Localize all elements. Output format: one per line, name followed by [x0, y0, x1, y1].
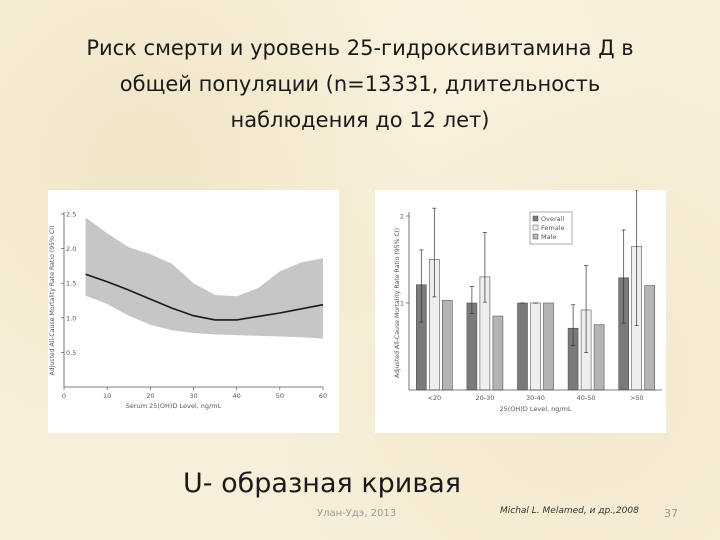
- mortality-curve-chart: 0.5 1.0 1.5 2.0 2.5 0 10 20 30 40 50 60 Serum 25(OH)…: [49, 211, 327, 411]
- confidence-band: [85, 217, 323, 339]
- footer-source: Michal L. Melamed, и др.,2008: [500, 506, 639, 516]
- bar-male: [442, 300, 453, 391]
- bar-overall: [466, 302, 478, 391]
- x-axis-title: 25(OH)D Level, ng/mL: [499, 405, 571, 413]
- x-tick-label: 20: [146, 392, 154, 400]
- legend-label: Overall: [541, 215, 564, 223]
- bar-overall: [517, 302, 528, 391]
- footer-author: Улан-Удэ, 2013: [317, 508, 397, 519]
- x-tick-label: 60: [319, 392, 327, 400]
- x-tick-label: 40: [233, 392, 241, 400]
- legend-swatch: [532, 233, 539, 240]
- y-tick-label: 0.5: [66, 349, 76, 357]
- mortality-bars-chart: <20 20-30 30-40 40-50 >50 1 2 25(OH)D Level, ng…: [394, 190, 662, 413]
- x-tick-label: 30: [189, 392, 197, 400]
- y-tick-label: 1: [400, 300, 404, 308]
- subtitle: U- образная кривая: [183, 468, 462, 499]
- y-tick-label: 1.0: [66, 314, 76, 322]
- x-axis-title: Serum 25(OH)D Level, ng/mL: [126, 402, 222, 410]
- bar-male: [644, 285, 656, 391]
- x-tick-label: 50: [276, 392, 284, 400]
- y-axis-title: Adjusted All-Cause Mortality Rate Ratio …: [394, 228, 401, 378]
- x-tick-label: >50: [630, 394, 644, 402]
- slide-number: 37: [664, 507, 678, 520]
- title-line-3: наблюдения до 12 лет): [230, 108, 490, 132]
- y-tick-label: 1.5: [66, 280, 76, 288]
- mortality-bars-panel: <20 20-30 30-40 40-50 >50 1 2 25(OH)D Level, ng…: [375, 190, 666, 433]
- bar-male: [543, 302, 554, 391]
- legend-swatch: [532, 224, 539, 231]
- title-line-2: общей популяции (n=13331, длительность: [119, 72, 601, 96]
- y-tick-label: 2.5: [66, 211, 76, 219]
- legend-label: Female: [541, 224, 565, 232]
- bar-male: [492, 315, 504, 391]
- title-line-1: Риск смерти и уровень 25-гидроксивитамин…: [86, 36, 634, 60]
- x-tick-label: 30-40: [526, 394, 545, 402]
- mortality-curve-panel: 0.5 1.0 1.5 2.0 2.5 0 10 20 30 40 50 60 Serum 25(OH)…: [48, 190, 339, 433]
- x-tick-label: <20: [427, 394, 441, 402]
- legend-swatch: [532, 215, 539, 222]
- bar-male: [593, 324, 605, 391]
- x-tick-label: 20-30: [475, 394, 494, 402]
- mortality-curve-line: [85, 273, 324, 321]
- y-tick-label: 2.0: [66, 245, 76, 253]
- bar-female: [530, 302, 541, 391]
- x-tick-label: 10: [103, 392, 111, 400]
- legend-label: Male: [541, 233, 556, 241]
- x-tick-label: 0: [62, 392, 66, 400]
- y-axis-title: Adjusted All-Cause Mortality Rate Ratio …: [49, 225, 56, 375]
- x-tick-label: 40-50: [577, 394, 596, 402]
- slide-title: Риск смерти и уровень 25-гидроксивитамин…: [40, 30, 680, 138]
- y-tick-label: 2: [400, 213, 404, 221]
